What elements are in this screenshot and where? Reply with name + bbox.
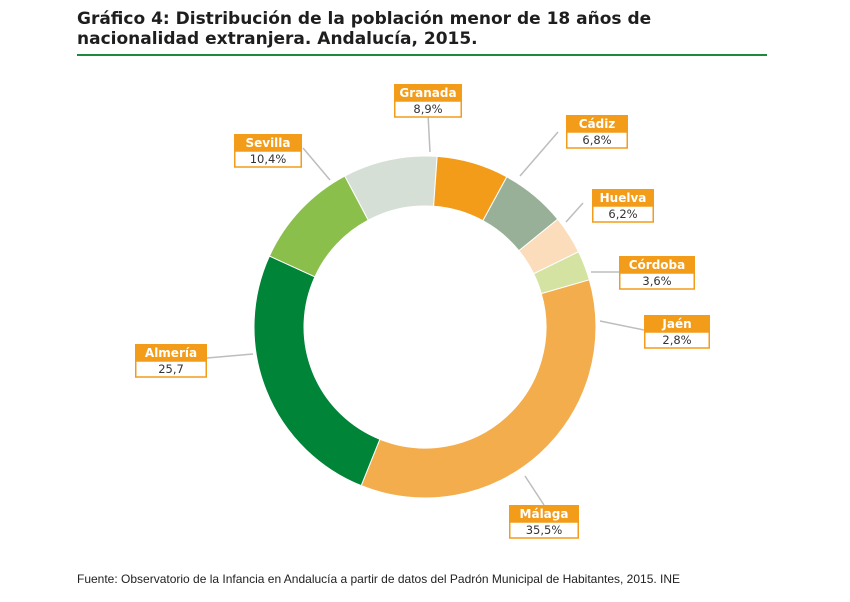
slice-name-label: Córdoba	[629, 258, 686, 272]
slice-name-label: Jaén	[661, 317, 691, 331]
leader-line-granada	[427, 113, 431, 153]
label-value-box	[619, 272, 695, 290]
slice-value-label: 6,2%	[608, 207, 637, 221]
leader-line-almería	[206, 353, 254, 359]
slice-málaga	[360, 279, 597, 499]
slice-name-label: Málaga	[520, 507, 569, 521]
source-note: Fuente: Observatorio de la Infancia en A…	[77, 572, 681, 586]
leader-line-jaén	[599, 320, 645, 331]
slice-value-label: 6,8%	[582, 133, 611, 147]
slice-value-label: 10,4%	[250, 152, 287, 166]
data-label-málaga: Málaga 35,5%	[509, 505, 579, 539]
title-divider	[77, 54, 767, 56]
label-header	[644, 315, 710, 332]
leader-line-cádiz	[519, 131, 559, 177]
label-header	[234, 134, 302, 151]
label-value-box	[592, 205, 654, 223]
label-value-box	[509, 521, 579, 539]
label-header	[394, 84, 462, 101]
slice-value-label: 35,5%	[526, 523, 563, 537]
label-value-box	[644, 331, 710, 349]
data-label-huelva: Huelva 6,2%	[592, 189, 654, 223]
data-label-sevilla: Sevilla 10,4%	[234, 134, 302, 168]
slice-name-label: Huelva	[600, 191, 647, 205]
data-label-almería: Almería 25,7	[135, 344, 207, 378]
label-value-box	[566, 131, 628, 149]
data-label-córdoba: Córdoba 3,6%	[619, 256, 695, 290]
slice-name-label: Granada	[399, 86, 456, 100]
slice-value-label: 25,7	[158, 362, 184, 376]
data-label-cádiz: Cádiz 6,8%	[566, 115, 628, 149]
leader-line-málaga	[524, 475, 545, 506]
slice-value-label: 8,9%	[413, 102, 442, 116]
label-header	[592, 189, 654, 206]
label-value-box	[394, 100, 462, 118]
slice-value-label: 3,6%	[642, 274, 671, 288]
slice-name-label: Almería	[145, 346, 197, 360]
slice-sevilla	[268, 175, 369, 278]
slice-almería	[253, 255, 381, 487]
label-header	[509, 505, 579, 522]
label-value-box	[234, 150, 302, 168]
leader-line-huelva	[565, 202, 584, 223]
slice-name-label: Sevilla	[245, 136, 290, 150]
leader-line-sevilla	[302, 147, 331, 181]
slice-name-label: Cádiz	[579, 117, 616, 131]
data-label-granada: Granada 8,9%	[394, 84, 462, 118]
label-value-box	[135, 360, 207, 378]
label-header	[566, 115, 628, 132]
label-header	[619, 256, 695, 273]
label-header	[135, 344, 207, 361]
slice-value-label: 2,8%	[662, 333, 691, 347]
chart-title: Gráfico 4: Distribución de la población …	[77, 9, 652, 49]
data-label-jaén: Jaén 2,8%	[644, 315, 710, 349]
